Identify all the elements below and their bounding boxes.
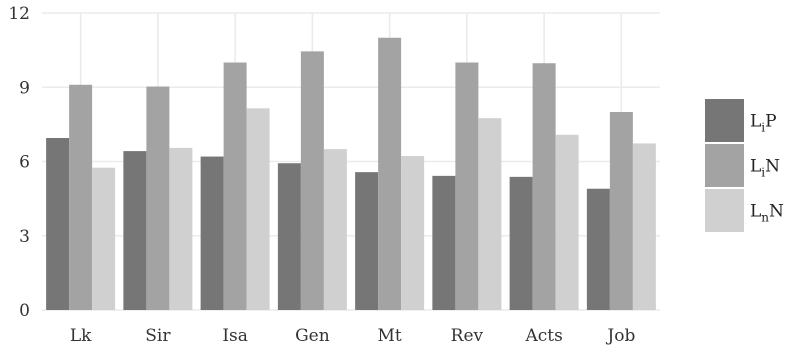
x-tick-label: Isa [222,326,248,346]
y-axis-ticks: 0 3 6 9 12 [8,4,30,321]
bar-LiN-Job [609,112,633,310]
bar-LnN-Lk [92,167,116,310]
x-tick-label: Lk [70,326,92,346]
x-tick-label: Mt [378,326,402,346]
bar-LiP-Job [586,188,610,310]
bar-LiP-Acts [509,176,533,310]
x-tick-label: Sir [145,326,171,346]
legend-swatch-LnN [705,189,744,232]
bar-LnN-Gen [323,149,347,310]
legend-label-LiP: LiP [750,112,777,135]
bars [46,37,656,311]
bar-LiP-Rev [432,175,456,310]
bar-LiN-Lk [69,84,93,311]
y-tick-label: 3 [19,227,30,247]
y-tick-label: 12 [8,4,30,24]
bar-LnN-Rev [478,118,502,310]
bar-LnN-Sir [169,147,193,310]
x-tick-label: Gen [295,326,330,346]
x-tick-label: Job [605,326,635,346]
bar-LiN-Sir [146,86,170,310]
y-tick-label: 9 [19,78,30,98]
x-tick-label: Acts [524,326,562,346]
bar-LiP-Gen [277,163,301,310]
legend: LiP LiN LnN [705,99,784,232]
bar-LiP-Sir [123,151,147,310]
x-axis-ticks: Lk Sir Isa Gen Mt Rev Acts Job [70,326,636,346]
legend-label-LiN: LiN [750,157,780,180]
legend-swatch-LiN [705,144,744,187]
x-tick-label: Rev [451,326,484,346]
bar-LiN-Rev [455,62,479,310]
bar-LnN-Isa [246,108,270,310]
bar-LiP-Lk [46,137,70,310]
legend-swatch-LiP [705,99,744,142]
y-tick-label: 6 [19,153,30,173]
bar-LnN-Mt [401,156,425,310]
bar-LiN-Gen [300,51,324,311]
legend-label-LnN: LnN [750,202,784,225]
bar-LiP-Isa [200,156,224,310]
bar-LnN-Job [632,143,656,310]
bar-LnN-Acts [555,134,579,310]
bar-LiP-Mt [355,172,379,310]
bar-LiN-Isa [223,62,247,310]
bar-LiN-Acts [532,63,556,311]
y-tick-label: 0 [19,301,30,321]
bar-LiN-Mt [378,37,402,310]
